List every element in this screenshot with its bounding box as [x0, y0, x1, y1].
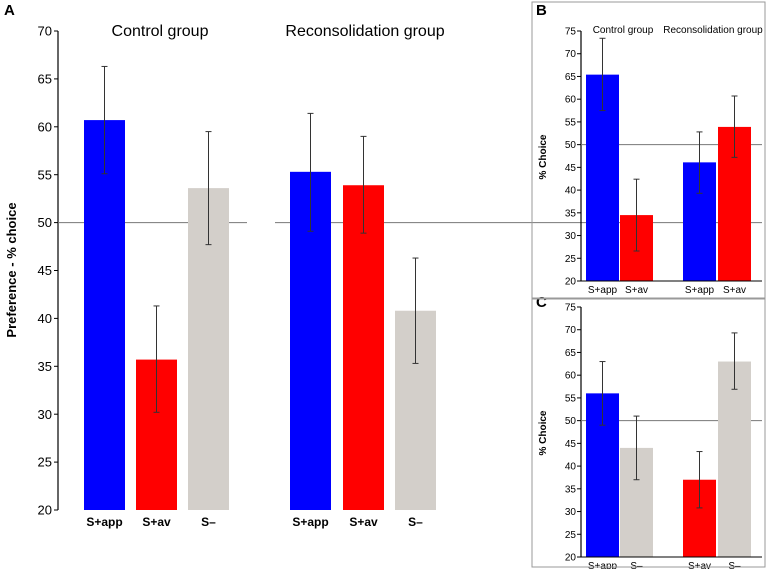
group-title: Control group — [112, 23, 209, 40]
bar — [343, 185, 384, 510]
y-tick-label: 35 — [565, 484, 577, 495]
panel-frame-b — [531, 1, 766, 299]
y-tick-label: 35 — [565, 208, 577, 219]
y-tick-label: 65 — [565, 348, 577, 359]
y-tick-label: 50 — [565, 140, 577, 151]
y-tick-label: 50 — [38, 215, 52, 230]
category-label: S+app — [86, 515, 122, 529]
y-tick-label: 30 — [38, 407, 52, 422]
y-axis-label: % Choice — [538, 134, 549, 179]
category-label: S+av — [625, 285, 648, 296]
y-tick-label: 20 — [565, 277, 577, 288]
y-tick-label: 70 — [565, 49, 577, 60]
panel-letter-b: B — [536, 2, 547, 19]
y-tick-label: 35 — [38, 359, 52, 374]
y-tick-label: 75 — [565, 303, 577, 314]
category-label: S+app — [588, 561, 618, 569]
category-label: S+app — [292, 515, 328, 529]
panel-letter-c: C — [536, 294, 547, 311]
category-label: S– — [201, 515, 216, 529]
y-tick-label: 20 — [38, 503, 52, 518]
category-label: S+av — [142, 515, 171, 529]
y-tick-label: 75 — [565, 27, 577, 38]
y-tick-label: 45 — [38, 263, 52, 278]
category-label: S– — [408, 515, 423, 529]
y-tick-label: 40 — [565, 186, 577, 197]
y-tick-label: 25 — [565, 254, 577, 265]
category-label: S+app — [588, 285, 618, 296]
y-tick-label: 30 — [565, 507, 577, 518]
group-title: Reconsolidation group — [285, 23, 444, 40]
y-axis-label: Preference - % choice — [4, 202, 19, 337]
y-tick-label: 40 — [38, 311, 52, 326]
y-tick-label: 45 — [565, 163, 577, 174]
y-tick-label: 60 — [565, 371, 577, 382]
y-tick-label: 20 — [565, 553, 577, 564]
panel-frame-c — [531, 298, 766, 568]
category-label: S+av — [688, 561, 711, 569]
y-tick-label: 30 — [565, 231, 577, 242]
category-label: S– — [728, 561, 741, 569]
y-tick-label: 70 — [565, 325, 577, 336]
group-title: Control group — [593, 25, 654, 36]
y-tick-label: 65 — [565, 72, 577, 83]
y-tick-label: 70 — [38, 24, 52, 39]
y-tick-label: 25 — [565, 530, 577, 541]
y-tick-label: 45 — [565, 439, 577, 450]
y-tick-label: 25 — [38, 455, 52, 470]
category-label: S+app — [685, 285, 715, 296]
y-axis-label: % Choice — [538, 410, 549, 455]
y-tick-label: 65 — [38, 71, 52, 86]
y-tick-label: 60 — [565, 95, 577, 106]
y-tick-label: 55 — [565, 117, 577, 128]
y-tick-label: 60 — [38, 119, 52, 134]
y-tick-label: 40 — [565, 462, 577, 473]
category-label: S+av — [349, 515, 378, 529]
panel-letter-a: A — [4, 2, 15, 19]
y-tick-label: 50 — [565, 416, 577, 427]
bar — [718, 361, 751, 557]
bar — [84, 120, 125, 511]
category-label: S+av — [723, 285, 746, 296]
group-title: Reconsolidation group — [663, 25, 763, 36]
category-label: S– — [630, 561, 643, 569]
y-tick-label: 55 — [565, 393, 577, 404]
y-tick-label: 55 — [38, 167, 52, 182]
